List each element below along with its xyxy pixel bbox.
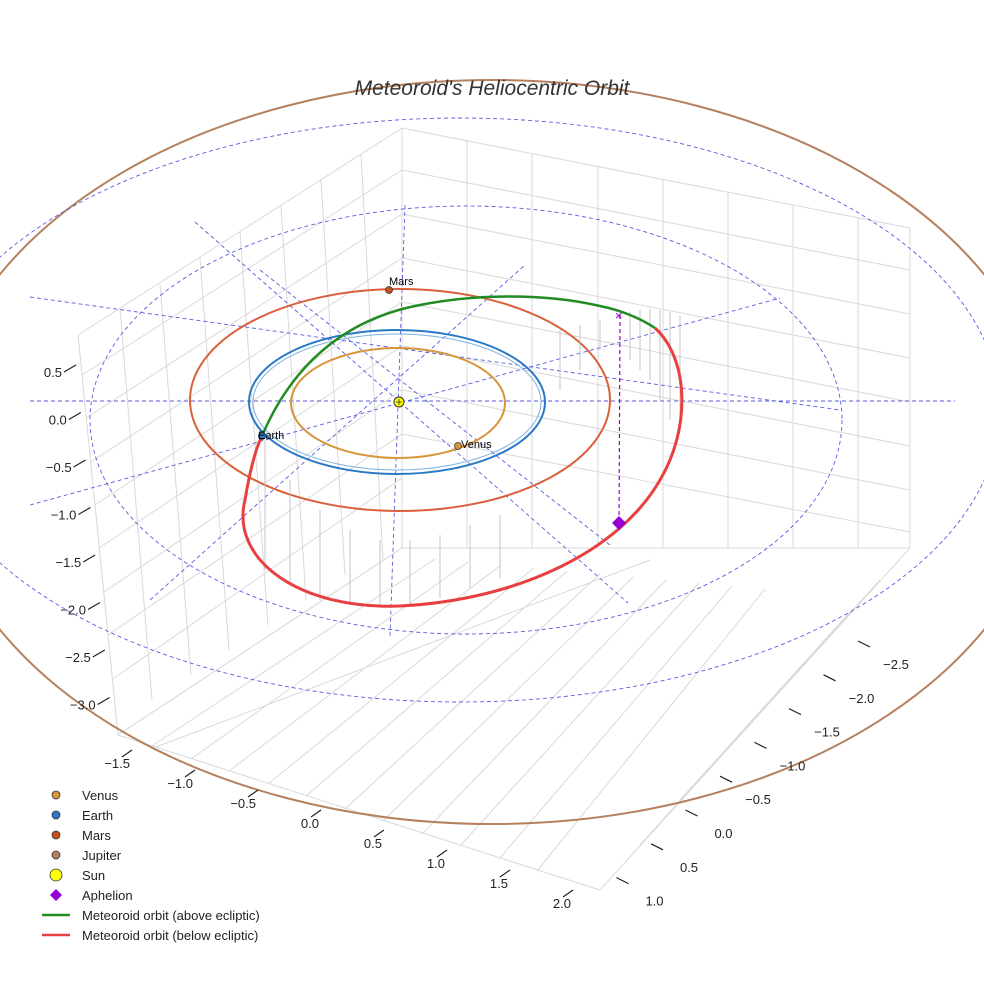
legend-label: Sun <box>82 868 105 883</box>
venus-orbit <box>290 347 506 459</box>
y-tick-label: 1.0 <box>645 894 663 909</box>
jupiter-orbit <box>0 79 984 825</box>
y-tick-mark <box>650 843 664 851</box>
mars-label: Mars <box>389 276 414 288</box>
mars-orbit <box>189 288 611 512</box>
y-tick-label: −0.5 <box>745 792 771 807</box>
x-tick-mark <box>247 789 259 798</box>
y-tick-mark <box>857 640 871 648</box>
y-tick-label: 0.0 <box>714 826 732 841</box>
x-tick-mark <box>310 809 322 818</box>
z-axis: 0.5 0.0 −0.5 −1.0 −1.5 −2.0 −2.5 −3.0 <box>44 364 110 713</box>
legend-marker <box>51 830 61 840</box>
axes-grid <box>77 127 911 891</box>
legend-label: Jupiter <box>82 848 122 863</box>
x-tick-label: 1.5 <box>490 876 508 891</box>
z-tick-mark <box>73 459 86 468</box>
venus-marker <box>454 442 462 450</box>
aphelion-marker <box>612 516 626 530</box>
mars-marker <box>385 286 393 294</box>
z-tick-label: −1.5 <box>56 555 82 570</box>
ecliptic-reference <box>0 117 984 703</box>
z-tick-label: −1.0 <box>51 508 77 523</box>
earth-marker <box>258 432 266 440</box>
chart-title: Meteoroid's Heliocentric Orbit <box>355 77 631 100</box>
z-tick-mark <box>87 601 101 611</box>
y-tick-mark <box>823 674 836 682</box>
x-tick-label: −1.5 <box>104 756 130 771</box>
meteoroid-orbit-above <box>260 295 656 437</box>
z-tick-label: −2.0 <box>60 603 86 618</box>
z-tick-mark <box>63 364 77 373</box>
legend: Venus Earth Mars Jupiter Sun Aphelion Meteoroi… <box>42 788 260 943</box>
z-tick-mark <box>78 506 91 516</box>
legend-label: Meteoroid orbit (above ecliptic) <box>82 908 260 923</box>
legend-marker <box>51 850 61 860</box>
venus-label: Venus <box>461 439 492 451</box>
legend-label: Mars <box>82 828 111 843</box>
x-tick-label: 0.5 <box>364 836 382 851</box>
y-tick-mark <box>616 877 629 885</box>
legend-marker <box>51 790 61 800</box>
y-tick-mark <box>754 741 767 749</box>
x-tick-label: 1.0 <box>427 856 445 871</box>
aphelion-projection-line <box>618 314 621 524</box>
z-tick-mark <box>68 411 82 421</box>
x-tick-mark <box>373 829 385 838</box>
legend-label: Earth <box>82 808 113 823</box>
y-tick-label: −1.0 <box>780 758 806 773</box>
drop-lines <box>264 309 681 606</box>
x-tick-label: 0.0 <box>301 816 319 831</box>
aphelion-projection-marker: × <box>615 308 623 323</box>
z-tick-label: 0.5 <box>44 365 62 380</box>
earth-orbit <box>248 329 546 475</box>
earth-orbit-inner <box>252 333 542 471</box>
sun-marker <box>393 396 405 408</box>
x-tick-label: −1.0 <box>167 776 193 791</box>
z-tick-mark <box>92 649 106 658</box>
legend-marker <box>51 810 61 820</box>
y-tick-label: 0.5 <box>680 860 698 875</box>
z-tick-label: −2.5 <box>65 650 91 665</box>
z-tick-mark <box>97 696 110 706</box>
earth-label: Earth <box>258 430 284 442</box>
x-tick-mark <box>562 889 574 898</box>
z-tick-label: −3.0 <box>70 698 96 713</box>
z-tick-label: 0.0 <box>49 413 67 428</box>
x-tick-mark <box>499 869 511 878</box>
y-tick-label: −1.5 <box>814 725 840 740</box>
y-tick-mark <box>719 775 733 783</box>
legend-label: Meteoroid orbit (below ecliptic) <box>82 928 258 943</box>
x-tick-label: −0.5 <box>230 796 256 811</box>
y-axis: −2.5 −2.0 −1.5 −1.0 −0.5 0.0 0.5 1.0 <box>616 640 909 909</box>
y-tick-label: −2.5 <box>883 657 909 672</box>
y-tick-mark <box>685 809 698 817</box>
legend-label: Venus <box>82 788 119 803</box>
x-tick-mark <box>436 849 448 858</box>
meteoroid-orbit-below <box>241 326 684 608</box>
legend-marker <box>50 889 62 901</box>
x-tick-mark <box>184 769 196 778</box>
y-tick-mark <box>788 708 802 716</box>
legend-label: Aphelion <box>82 888 133 903</box>
y-tick-label: −2.0 <box>849 691 875 706</box>
legend-marker <box>49 868 63 882</box>
x-tick-mark <box>121 749 133 758</box>
z-tick-mark <box>82 554 96 563</box>
x-axis: −1.5 −1.0 −0.5 0.0 0.5 1.0 1.5 2.0 <box>104 749 574 911</box>
x-tick-label: 2.0 <box>553 896 571 911</box>
z-tick-label: −0.5 <box>46 460 72 475</box>
